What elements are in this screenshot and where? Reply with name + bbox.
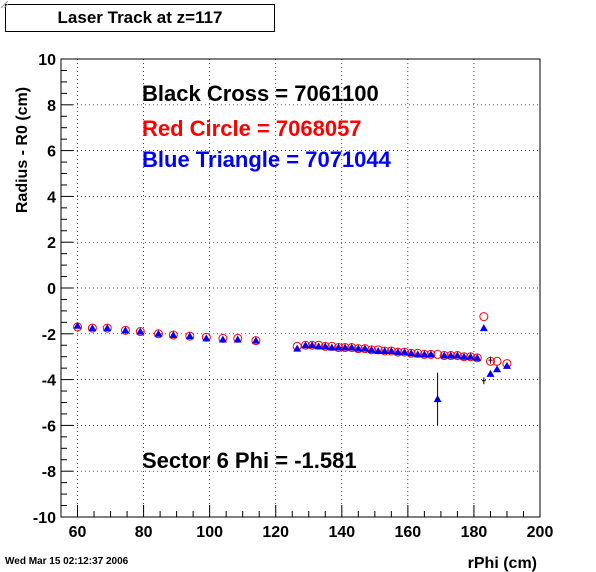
blue-triangle-point [121, 326, 130, 334]
chart-title: Laser Track at z=117 [57, 8, 223, 27]
blue-triangle-point [387, 346, 396, 354]
y-tick-label: -2 [42, 327, 56, 344]
blue-triangle-point [185, 332, 194, 340]
y-tick-label: 0 [47, 281, 56, 298]
red-circle-point [492, 356, 502, 366]
blue-triangle-point [103, 324, 112, 332]
x-tick-label: 160 [395, 524, 422, 541]
x-tick-label: 60 [69, 524, 87, 541]
blue-triangle-point [380, 346, 389, 354]
blue-triangle-point [73, 321, 82, 329]
blue-triangle-point [327, 343, 336, 351]
blue-triangle-point [360, 344, 369, 352]
blue-triangle-point [251, 336, 260, 344]
y-tick-label: 8 [47, 98, 56, 115]
blue-triangle-point [466, 352, 475, 360]
x-tick-label: 140 [328, 524, 355, 541]
blue-triangle-point [407, 349, 416, 357]
blue-triangle-point [321, 342, 330, 350]
annotation-black-cross: Black Cross = 7061100 [142, 81, 379, 106]
blue-triangle-point [218, 335, 227, 343]
y-tick-label: -8 [42, 464, 56, 481]
blue-triangle-point [493, 365, 502, 373]
x-axis-title: rPhi (cm) [468, 555, 537, 572]
blue-triangle-point [367, 345, 376, 353]
red-circle-point [479, 312, 489, 322]
y-axis-title: Radius - R0 (cm) [14, 87, 31, 213]
blue-triangle-point [374, 346, 383, 354]
blue-triangle-point [202, 334, 211, 342]
blue-triangle-point [393, 348, 402, 356]
x-tick-label: 80 [135, 524, 153, 541]
red-circle-point [433, 349, 443, 359]
blue-triangle-point [486, 369, 495, 377]
blue-triangle-point [446, 351, 455, 359]
x-tick-label: 180 [461, 524, 488, 541]
blue-triangle-point [308, 341, 317, 349]
blue-triangle-point [301, 341, 310, 349]
y-tick-label: 4 [47, 189, 56, 206]
blue-triangle-point [502, 361, 511, 369]
resize-handle-icon[interactable] [0, 0, 9, 9]
blue-triangle-point [341, 343, 350, 351]
blue-triangle-point [460, 352, 469, 360]
y-tick-label: -10 [33, 510, 56, 527]
blue-triangle-point [233, 335, 242, 343]
blue-triangle-point [354, 344, 363, 352]
blue-triangle-point [413, 350, 422, 358]
blue-triangle-point [136, 327, 145, 335]
blue-triangle-point [334, 343, 343, 351]
blue-triangle-point [293, 344, 302, 352]
blue-triangle-point [473, 353, 482, 361]
y-tick-label: -4 [42, 373, 56, 390]
y-tick-label: -6 [42, 418, 56, 435]
blue-triangle-point [169, 330, 178, 338]
timestamp: Wed Mar 15 02:12:37 2006 [5, 556, 129, 567]
blue-triangle-point [420, 350, 429, 358]
x-tick-label: 200 [527, 524, 554, 541]
annotation-blue-triangle: Blue Triangle = 7071044 [142, 147, 392, 172]
blue-triangle-point [400, 348, 409, 356]
annotation-sector: Sector 6 Phi = -1.581 [142, 448, 357, 473]
blue-triangle-point [154, 329, 163, 337]
chart-title-box: Laser Track at z=117 [5, 4, 275, 32]
blue-triangle-point [479, 324, 488, 332]
blue-triangle-point [347, 343, 356, 351]
y-tick-label: 10 [38, 52, 56, 69]
y-tick-label: 6 [47, 144, 56, 161]
y-tick-label: 2 [47, 235, 56, 252]
blue-triangle-point [88, 324, 97, 332]
annotation-red-circle: Red Circle = 7068057 [142, 116, 362, 141]
x-tick-label: 120 [262, 524, 289, 541]
blue-triangle-point [426, 350, 435, 358]
blue-triangle-point [453, 351, 462, 359]
blue-triangle-point [440, 351, 449, 359]
x-tick-label: 100 [196, 524, 223, 541]
blue-triangle-point [314, 342, 323, 350]
plot-frame [60, 58, 541, 518]
